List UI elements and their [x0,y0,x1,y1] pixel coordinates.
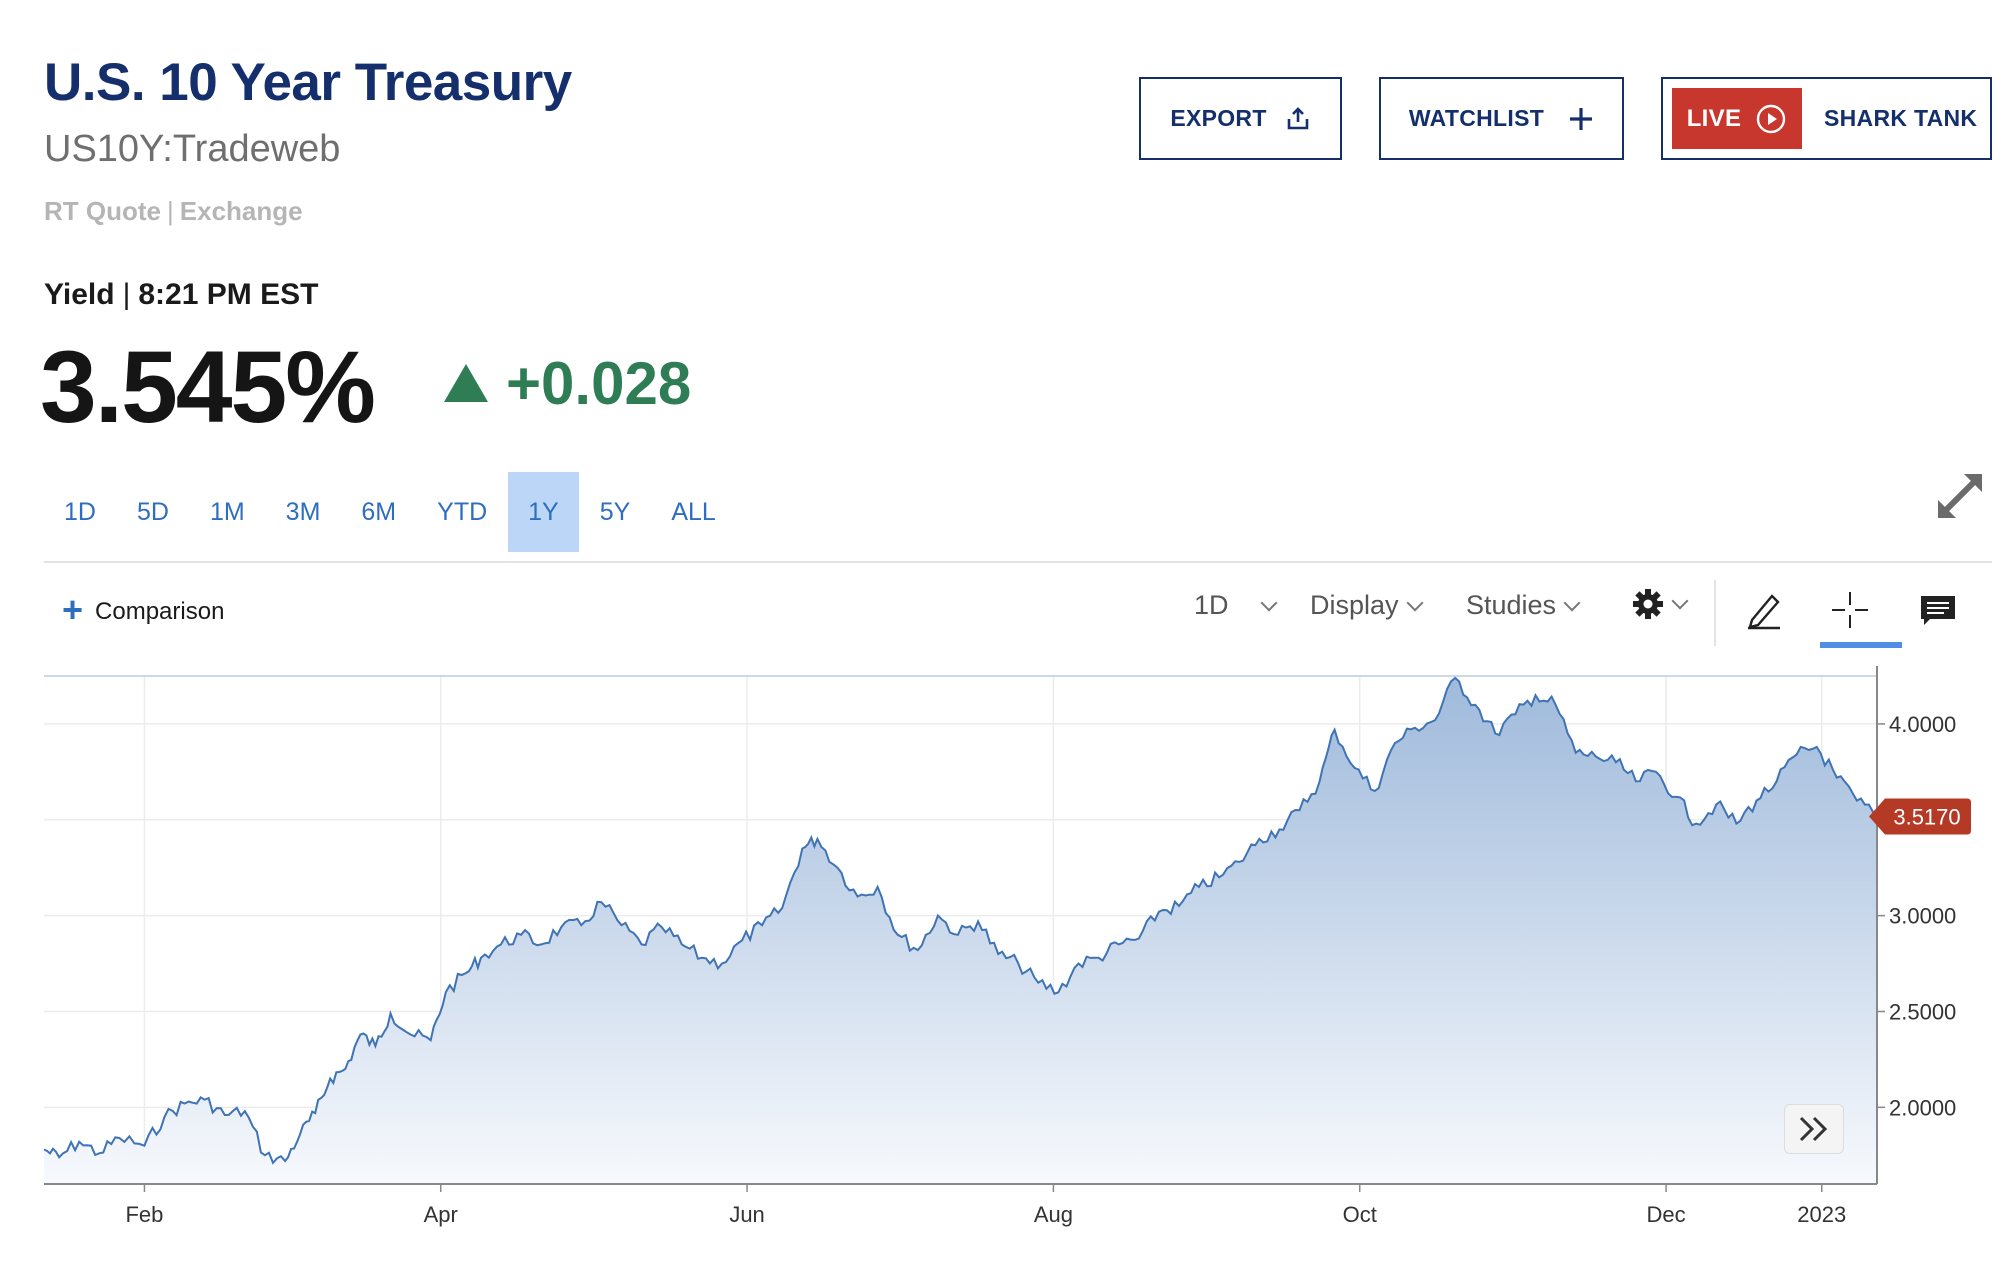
scroll-to-latest-button[interactable] [1784,1104,1844,1154]
last-price: 3.545% [40,330,376,444]
chevron-down-icon [1563,594,1581,611]
double-chevron-right-icon [1799,1116,1828,1142]
crosshair-tool-button[interactable] [1820,582,1880,638]
tab-ytd[interactable]: YTD [437,498,488,526]
share-upload-icon [1287,106,1308,129]
crosshair-icon [1832,592,1868,628]
gear-icon [1633,589,1663,619]
price-change: +0.028 [506,350,692,417]
live-tv-button[interactable]: LIVE SHARK TANK [1661,77,1992,160]
separator: | [167,196,174,226]
tab-1y[interactable]: 1Y [508,472,579,552]
watchlist-button[interactable]: WATCHLIST [1379,77,1624,160]
export-label: EXPORT [1170,105,1267,131]
live-show-label: SHARK TANK [1824,105,1978,131]
separator: | [122,278,131,311]
comment-tool-button[interactable] [1908,582,1968,638]
yield-chart[interactable]: FebAprJunAugOctDec20234.00003.50003.0000… [0,648,2014,1286]
plus-icon: + [62,589,84,630]
live-badge: LIVE [1672,88,1802,149]
interval-dropdown[interactable]: 1D [1194,590,1278,621]
export-button[interactable]: EXPORT [1139,77,1342,160]
draw-tool-button[interactable] [1734,582,1794,638]
yield-meta: Yield | 8:21 PM EST [44,278,318,312]
settings-dropdown[interactable] [1632,588,1689,620]
tab-1d[interactable]: 1D [64,498,96,526]
chevron-down-icon [1260,594,1278,611]
tab-3m[interactable]: 3M [285,498,321,526]
y-tick-label: 4.0000 [1889,712,1956,737]
studies-dropdown[interactable]: Studies [1466,590,1581,621]
comparison-button[interactable]: + Comparison [62,592,225,628]
y-tick-label: 2.5000 [1889,999,1956,1024]
x-tick-label: 2023 [1797,1202,1846,1227]
tick-labels: FebAprJunAugOctDec20234.00003.50003.0000… [125,712,1956,1227]
quote-type: RT Quote [44,196,161,226]
pencil-icon [1748,594,1780,630]
watchlist-label: WATCHLIST [1408,105,1545,131]
axes [44,666,1885,1192]
tab-5y[interactable]: 5Y [599,498,631,526]
display-label: Display [1310,590,1399,620]
display-dropdown[interactable]: Display [1310,590,1424,621]
plus-icon [1570,107,1593,130]
comparison-label: Comparison [95,598,225,625]
last-price-tag: 3.5170 [1869,798,1971,835]
interval-value: 1D [1194,590,1229,620]
studies-label: Studies [1466,590,1557,620]
x-tick-label: Apr [424,1202,458,1227]
x-tick-label: Jun [729,1202,764,1227]
x-tick-label: Oct [1343,1202,1377,1227]
divider [44,561,1992,563]
range-tabs: 1D 5D 1M 3M 6M YTD 1Y 5Y ALL [44,472,737,552]
x-tick-label: Aug [1034,1202,1073,1227]
yield-series-line [43,676,1878,1165]
up-arrow-icon [444,364,488,402]
quote-time: 8:21 PM EST [138,278,319,311]
expand-icon[interactable] [1934,470,1986,522]
chevron-down-icon [1406,594,1424,611]
comment-icon [1921,596,1955,625]
play-circle-icon [1757,104,1786,133]
tab-all[interactable]: ALL [671,498,716,526]
y-tick-label: 2.0000 [1889,1095,1956,1120]
tab-6m[interactable]: 6M [361,498,397,526]
tab-1m[interactable]: 1M [209,498,245,526]
chevron-down-icon [1671,592,1689,610]
x-tick-label: Feb [125,1202,163,1227]
live-label: LIVE [1686,104,1742,132]
page-title: U.S. 10 Year Treasury [44,53,572,112]
y-tick-label: 3.0000 [1889,904,1956,929]
quote-meta: RT Quote | Exchange [44,196,303,227]
symbol-label: US10Y:Tradeweb [44,128,341,170]
last-price-tag-label: 3.5170 [1893,805,1960,830]
yield-label: Yield [44,278,115,311]
tab-5d[interactable]: 5D [136,498,169,526]
toolbar-separator [1714,580,1716,646]
quote-source: Exchange [179,196,303,226]
active-tool-indicator [1820,642,1902,648]
x-tick-label: Dec [1647,1202,1686,1227]
